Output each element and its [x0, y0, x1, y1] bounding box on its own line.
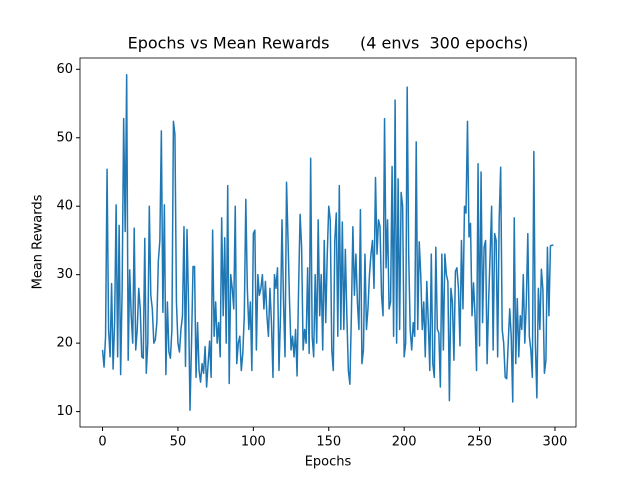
y-axis-label: Mean Rewards — [31, 194, 46, 289]
y-tick-label: 30 — [56, 267, 73, 282]
x-tick-label: 250 — [467, 435, 492, 450]
line-series — [101, 74, 554, 411]
plot-frame — [79, 57, 577, 428]
y-tick-label: 60 — [56, 62, 73, 77]
y-tick-label: 10 — [56, 404, 73, 419]
x-tick-label: 50 — [170, 435, 187, 450]
x-tick-label: 200 — [392, 435, 417, 450]
chart-title: Epochs vs Mean Rewards (4 envs 300 epoch… — [128, 34, 529, 53]
y-tick-label: 40 — [56, 199, 73, 214]
x-tick-label: 150 — [316, 435, 341, 450]
x-tick-label: 0 — [98, 435, 106, 450]
x-axis-label: Epochs — [305, 455, 352, 470]
y-tick-label: 20 — [56, 336, 73, 351]
x-tick-label: 100 — [241, 435, 266, 450]
y-tick-label: 50 — [56, 130, 73, 145]
x-tick-label: 300 — [543, 435, 568, 450]
